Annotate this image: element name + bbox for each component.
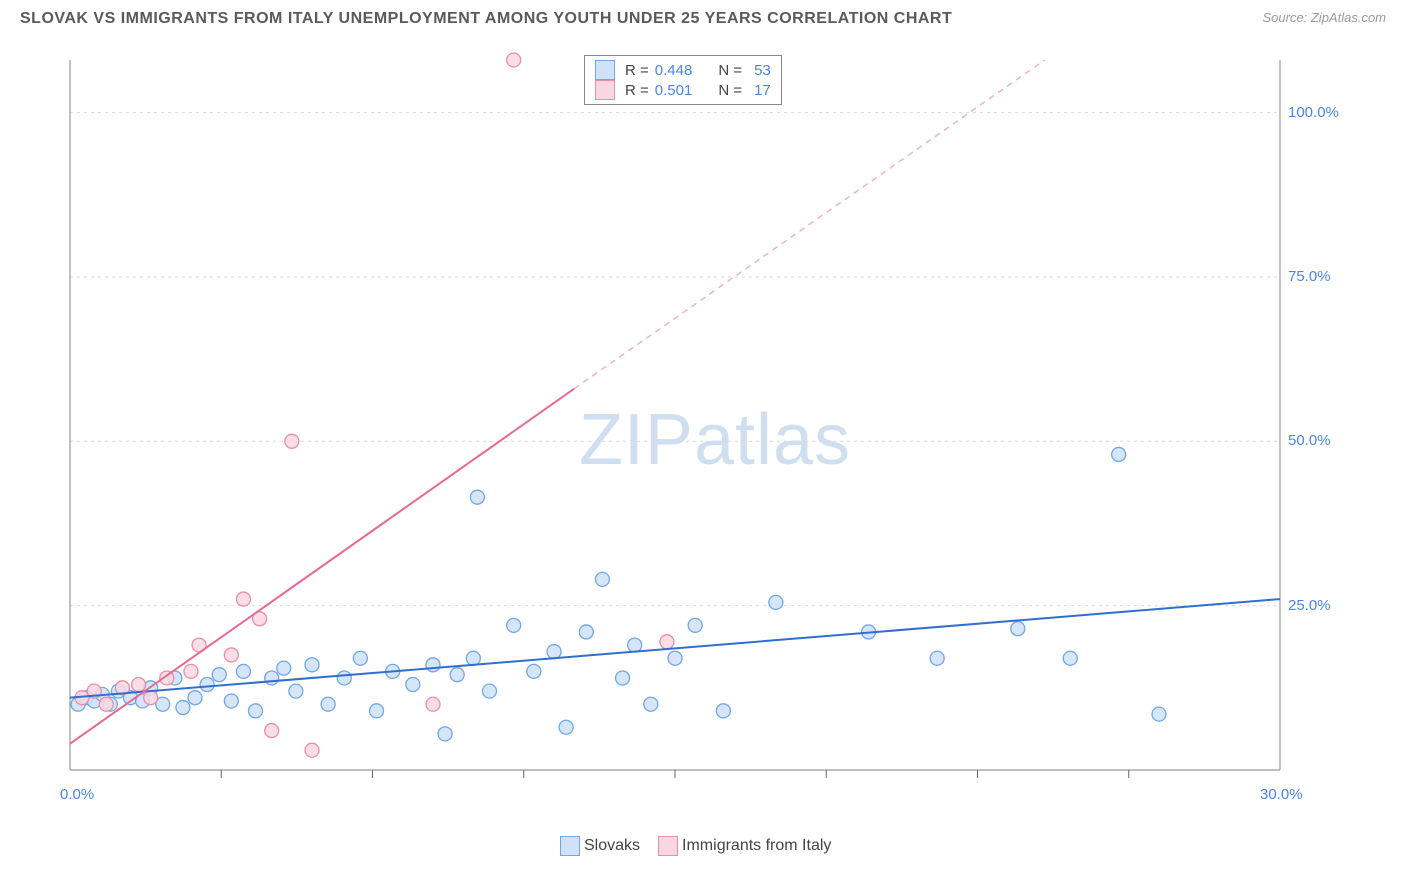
- correlation-row: R = 0.448N = 53: [595, 60, 771, 80]
- x-tick-label: 0.0%: [60, 786, 94, 803]
- y-tick-label: 50.0%: [1288, 432, 1331, 449]
- header: SLOVAK VS IMMIGRANTS FROM ITALY UNEMPLOY…: [0, 0, 1406, 28]
- source-label: Source: ZipAtlas.com: [1262, 10, 1386, 25]
- series-swatch: [595, 80, 615, 100]
- series-swatch: [658, 836, 678, 856]
- y-tick-label: 25.0%: [1288, 597, 1331, 614]
- series-legend: Slovaks Immigrants from Italy: [560, 836, 831, 856]
- legend-label: Slovaks: [584, 837, 640, 855]
- chart-title: SLOVAK VS IMMIGRANTS FROM ITALY UNEMPLOY…: [20, 10, 952, 28]
- correlation-legend: R = 0.448N = 53 R = 0.501N = 17: [584, 55, 782, 105]
- x-tick-label: 30.0%: [1260, 786, 1303, 803]
- y-tick-label: 100.0%: [1288, 104, 1339, 121]
- y-tick-label: 75.0%: [1288, 268, 1331, 285]
- series-swatch: [560, 836, 580, 856]
- scatter-chart: [60, 50, 1340, 800]
- legend-item: Slovaks: [560, 836, 640, 856]
- legend-item: Immigrants from Italy: [658, 836, 831, 856]
- correlation-row: R = 0.501N = 17: [595, 80, 771, 100]
- legend-label: Immigrants from Italy: [682, 837, 831, 855]
- series-swatch: [595, 60, 615, 80]
- chart-area: Unemployment Among Youth under 25 years …: [60, 50, 1370, 830]
